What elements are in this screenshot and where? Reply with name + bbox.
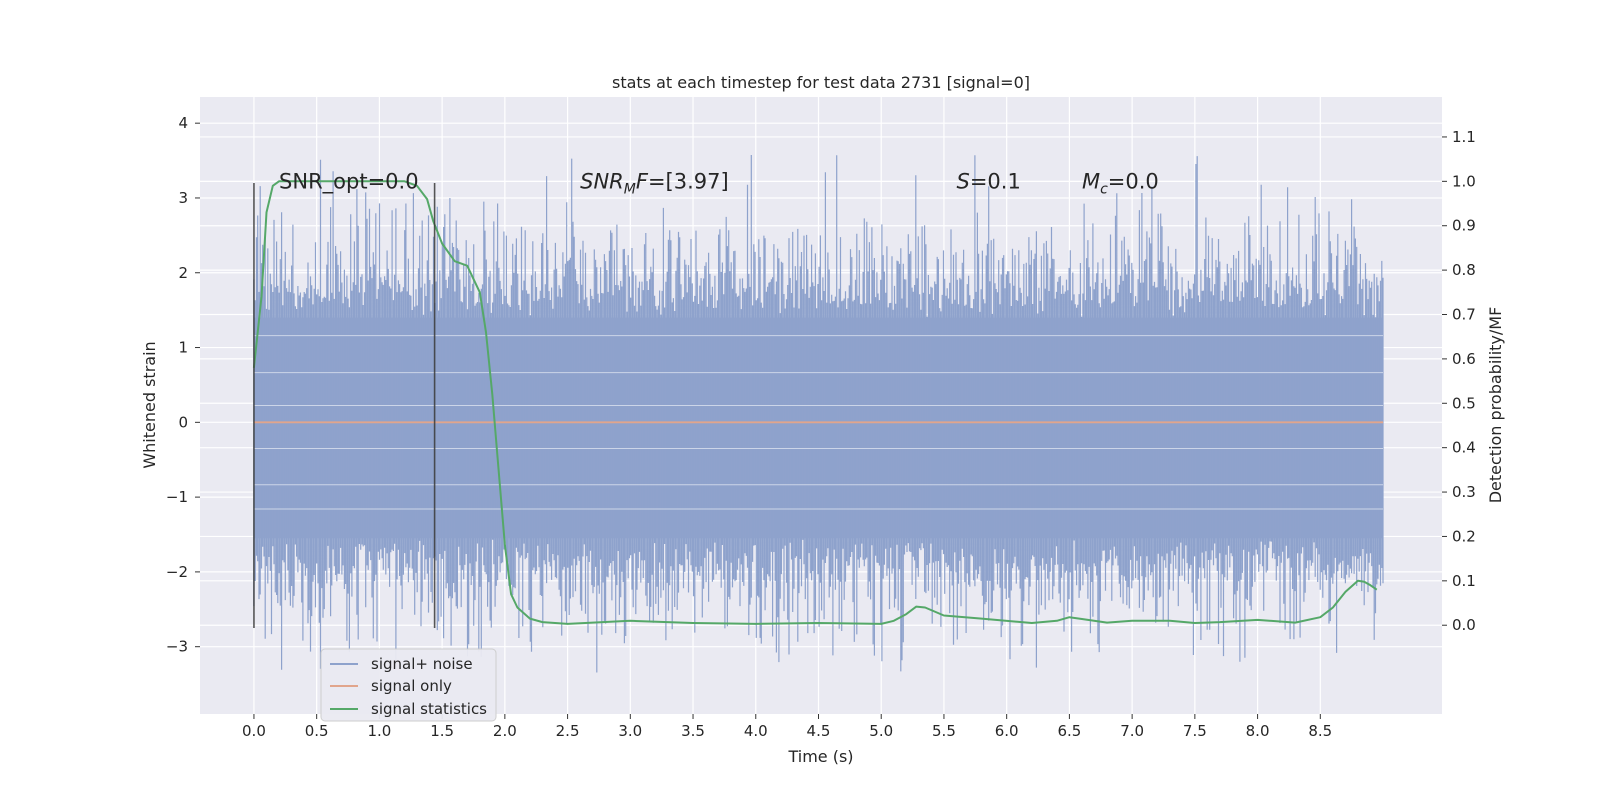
annotation-text: SNR_opt=0.0 (279, 169, 419, 194)
y-right-tick-label: 0.9 (1452, 217, 1476, 235)
y-right-tick-label: 1.1 (1452, 128, 1476, 146)
legend-box (320, 648, 497, 722)
x-tick-label: 7.0 (1120, 722, 1144, 740)
x-tick-label: 6.0 (995, 722, 1019, 740)
y-right-tick-label: 0.4 (1452, 439, 1476, 457)
annotation-text: SNRMF=[3.97] (580, 169, 729, 197)
x-tick-label: 7.5 (1183, 722, 1207, 740)
y-tick-label: −2 (166, 563, 188, 581)
x-tick-label: 8.0 (1246, 722, 1270, 740)
y-right-tick-label: 0.5 (1452, 394, 1476, 412)
legend-label-noise: signal+ noise (371, 655, 473, 673)
y-tick-label: 0 (178, 413, 188, 431)
y-tick-label: 4 (178, 114, 188, 132)
y-right-tick-label: 0.0 (1452, 616, 1476, 634)
y-right-tick-label: 0.3 (1452, 483, 1476, 501)
y-axis-label: Whitened strain (140, 341, 159, 468)
noise-texture (253, 335, 1383, 510)
x-tick-label: 6.5 (1057, 722, 1081, 740)
x-tick-label: 4.5 (807, 722, 831, 740)
annotation-text: S=0.1 (956, 169, 1020, 193)
x-tick-label: 2.0 (493, 722, 517, 740)
x-tick-label: 4.0 (744, 722, 768, 740)
x-tick-label: 1.5 (430, 722, 454, 740)
y-right-tick-label: 0.8 (1452, 261, 1476, 279)
y-right-tick-label: 0.2 (1452, 527, 1476, 545)
y-axis-ticks: −3 −2 −1 0 1 2 3 4 (166, 114, 200, 656)
y-tick-label: 2 (178, 264, 188, 282)
legend: signal+ noise signal only signal statist… (320, 648, 497, 722)
y-tick-label: −3 (166, 638, 188, 656)
vertical-markers (253, 183, 436, 628)
x-tick-label: 0.0 (242, 722, 266, 740)
x-tick-label: 2.5 (556, 722, 580, 740)
x-tick-label: 3.0 (618, 722, 642, 740)
y-right-axis-ticks: 0.0 0.1 0.2 0.3 0.4 0.5 0.6 0.7 0.8 0.9 1.0 1.1 (1442, 128, 1476, 634)
x-tick-label: 3.5 (681, 722, 705, 740)
y-right-tick-label: 0.6 (1452, 350, 1476, 368)
x-axis-ticks: 0.0 0.5 1.0 1.5 2.0 2.5 3.0 3.5 4.0 4.5 5.0 5.5 6.0 6… (242, 714, 1332, 740)
x-tick-label: 0.5 (305, 722, 329, 740)
legend-label-signal: signal only (371, 677, 452, 695)
y-right-axis-label: Detection probability/MF (1486, 307, 1505, 504)
y-right-tick-label: 0.7 (1452, 306, 1476, 324)
signal-noise-series (253, 155, 1384, 673)
annotation-text: Mc=0.0 (1082, 169, 1159, 197)
x-tick-label: 5.0 (869, 722, 893, 740)
y-tick-label: −1 (166, 488, 188, 506)
y-right-tick-label: 0.1 (1452, 572, 1476, 590)
y-right-tick-label: 1.0 (1452, 172, 1476, 190)
y-tick-label: 1 (178, 339, 188, 357)
x-tick-label: 1.0 (367, 722, 391, 740)
y-tick-label: 3 (178, 189, 188, 207)
legend-label-stats: signal statistics (371, 700, 487, 718)
x-tick-label: 8.5 (1308, 722, 1332, 740)
chart-title: stats at each timestep for test data 273… (612, 73, 1030, 92)
x-tick-label: 5.5 (932, 722, 956, 740)
signal-statistics-series (252, 180, 1378, 625)
signal-statistics-line (252, 180, 1378, 625)
annotations: SNR_opt=0.0 SNRMF=[3.97] S=0.1 Mc=0.0 (279, 169, 1159, 197)
x-axis-label: Time (s) (787, 747, 853, 766)
